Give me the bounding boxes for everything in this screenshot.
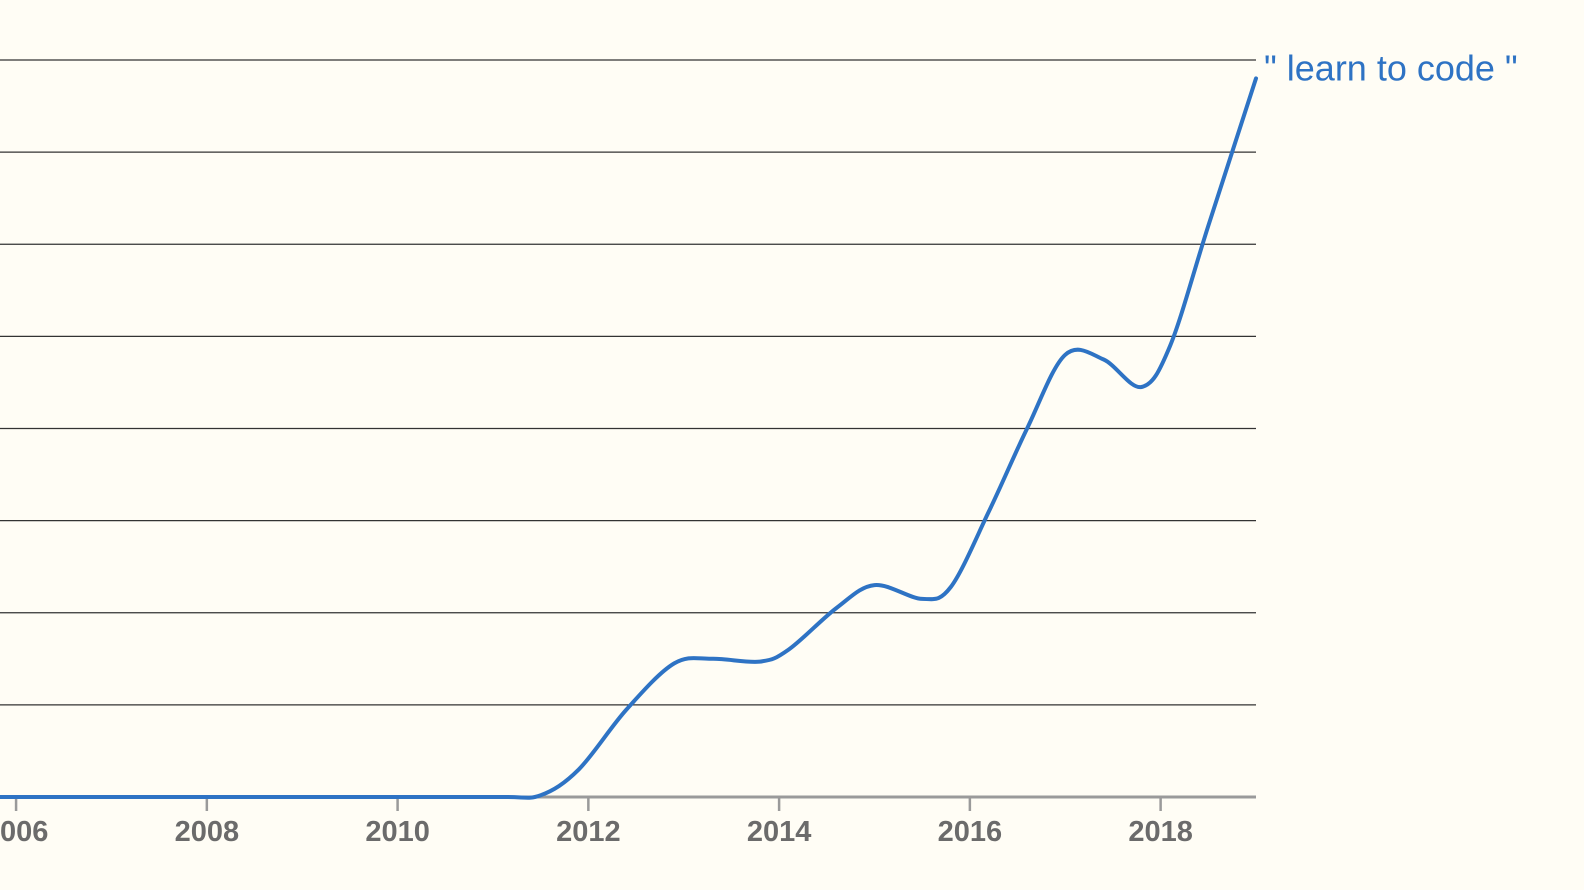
x-tick-label-2014: 2014	[747, 816, 812, 848]
x-tick-label-2008: 2008	[175, 816, 240, 848]
gridlines	[0, 59, 1256, 706]
x-tick-label-2018: 2018	[1128, 816, 1193, 848]
series-layer: " learn to code "	[0, 47, 1518, 800]
x-tick-label-2010: 2010	[365, 816, 430, 848]
x-axis: 2006 2008 2010 2012 2014 2016 2018	[0, 795, 1256, 848]
x-tick-label-2006: 2006	[0, 816, 48, 848]
series-label-0: " learn to code "	[1264, 47, 1518, 88]
series-line-0	[0, 76, 1258, 800]
x-tick-label-2016: 2016	[938, 816, 1003, 848]
x-tick-label-2012: 2012	[556, 816, 621, 848]
